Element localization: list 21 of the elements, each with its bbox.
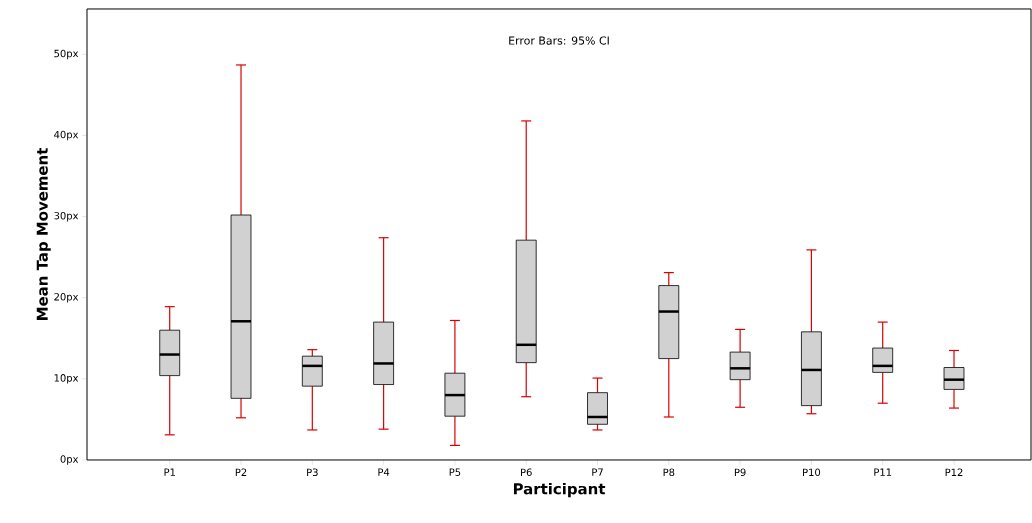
y-axis-title: Mean Tap Movement [36, 148, 51, 320]
annotation: Error Bars: 95% CI [509, 36, 609, 45]
y-tick-label: 0px [60, 455, 79, 465]
x-tick-label: P2 [235, 468, 247, 476]
x-tick-label: P12 [945, 468, 963, 476]
x-tick-label: P8 [663, 468, 675, 477]
x-tick-label: P4 [378, 468, 390, 476]
y-tick-label: 50px [54, 49, 79, 60]
y-tick-label: 40px [54, 130, 79, 141]
x-axis-title: Participant [513, 482, 606, 498]
x-tick-label: P6 [521, 468, 532, 477]
x-tick-label: P11 [874, 468, 892, 476]
y-tick-label: 10px [54, 374, 79, 384]
x-tick-label: P10 [803, 468, 821, 477]
x-tick-label: P7 [592, 468, 603, 476]
x-tick-label: P5 [449, 468, 461, 476]
x-tick-label: P9 [734, 468, 746, 477]
y-tick-label: 20px [54, 293, 79, 303]
x-tick-label: P1 [164, 468, 175, 476]
x-tick-label: P3 [307, 468, 318, 477]
y-tick-label: 30px [54, 211, 79, 222]
